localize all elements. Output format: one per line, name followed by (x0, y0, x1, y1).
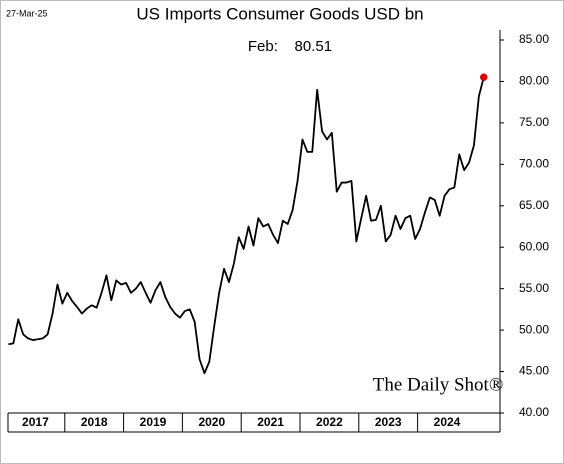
chart-title: US Imports Consumer Goods USD bn (136, 4, 423, 23)
x-tick-label: 2020 (198, 415, 225, 429)
y-tick-label: 60.00 (519, 239, 549, 253)
y-tick-label: 75.00 (519, 115, 549, 129)
y-tick-label: 40.00 (519, 405, 549, 419)
watermark: The Daily Shot® (373, 374, 504, 395)
x-tick-label: 2024 (434, 415, 461, 429)
x-tick-label: 2019 (140, 415, 167, 429)
date-label: 27-Mar-25 (6, 8, 48, 18)
x-tick-label: 2022 (316, 415, 343, 429)
y-tick-label: 55.00 (519, 281, 549, 295)
x-tick-label: 2021 (257, 415, 284, 429)
y-tick-label: 80.00 (519, 74, 549, 88)
x-tick-label: 2023 (375, 415, 402, 429)
last-point (480, 73, 488, 81)
y-tick-label: 85.00 (519, 32, 549, 46)
y-tick-label: 70.00 (519, 157, 549, 171)
x-tick-label: 2017 (22, 415, 49, 429)
y-tick-label: 65.00 (519, 198, 549, 212)
y-tick-label: 45.00 (519, 364, 549, 378)
annotation: Feb: 80.51 (248, 38, 332, 55)
y-tick-label: 50.00 (519, 322, 549, 336)
x-tick-label: 2018 (81, 415, 108, 429)
line (8, 76, 485, 375)
